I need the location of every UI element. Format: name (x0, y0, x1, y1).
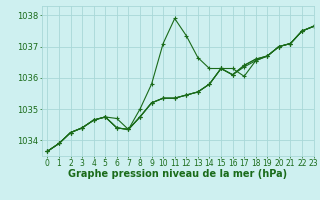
X-axis label: Graphe pression niveau de la mer (hPa): Graphe pression niveau de la mer (hPa) (68, 169, 287, 179)
